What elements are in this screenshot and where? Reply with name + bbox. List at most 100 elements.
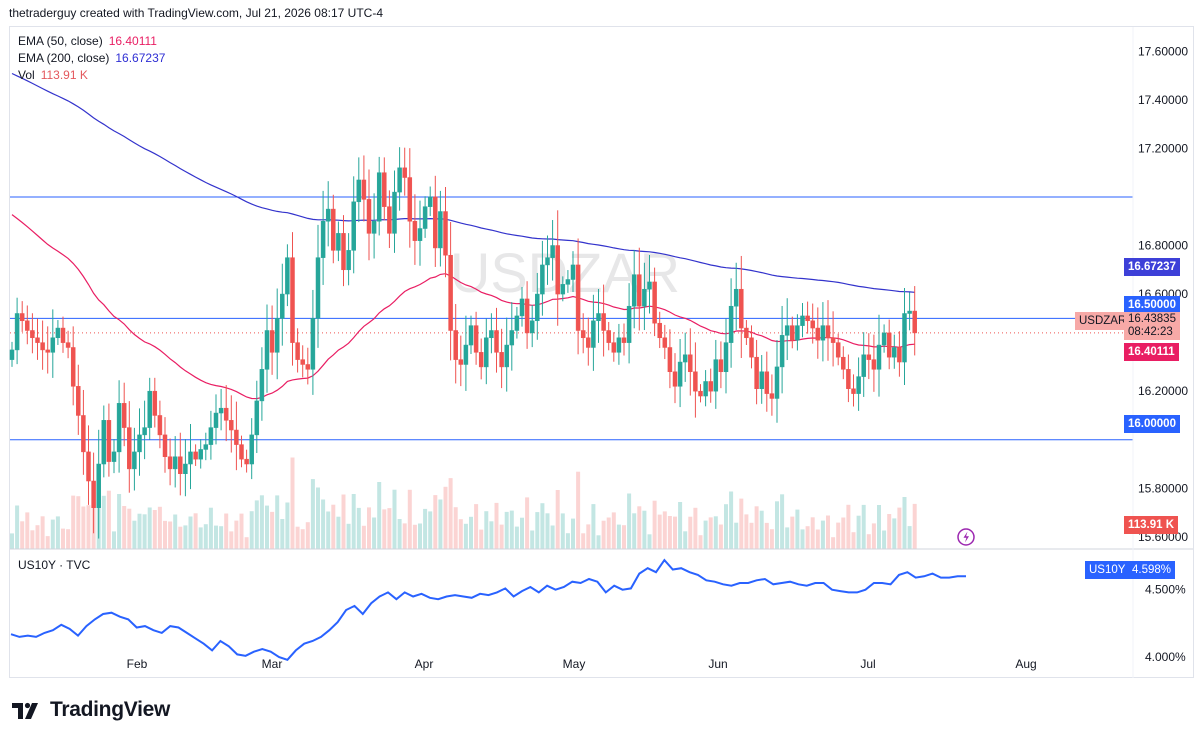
candle[interactable]: [310, 289, 316, 395]
candle[interactable]: [433, 175, 438, 267]
candle[interactable]: [392, 170, 397, 253]
candle[interactable]: [708, 368, 713, 403]
candle[interactable]: [387, 190, 392, 249]
candle[interactable]: [601, 284, 606, 357]
tradingview-logo[interactable]: TradingView: [12, 698, 170, 722]
candle[interactable]: [65, 330, 71, 359]
candle[interactable]: [830, 311, 836, 367]
candle[interactable]: [790, 316, 795, 349]
candle[interactable]: [382, 157, 387, 221]
candle[interactable]: [137, 408, 142, 476]
candle[interactable]: [417, 200, 423, 266]
candle[interactable]: [733, 262, 739, 331]
candle[interactable]: [244, 449, 249, 473]
candle[interactable]: [315, 224, 321, 348]
candle[interactable]: [438, 190, 443, 267]
legend-ema50[interactable]: EMA (50, close) 16.40111: [18, 34, 157, 48]
candle[interactable]: [35, 318, 40, 360]
candle[interactable]: [774, 339, 780, 423]
candle[interactable]: [234, 401, 239, 471]
candle[interactable]: [514, 306, 520, 339]
candle[interactable]: [800, 303, 805, 338]
candle[interactable]: [876, 314, 882, 397]
candle[interactable]: [157, 400, 163, 449]
candle[interactable]: [203, 432, 209, 461]
candle[interactable]: [397, 147, 402, 211]
candle[interactable]: [866, 333, 872, 380]
candlesticks[interactable]: [9, 147, 917, 539]
candle[interactable]: [779, 305, 785, 394]
candle[interactable]: [19, 301, 25, 332]
candle[interactable]: [846, 354, 851, 403]
candle[interactable]: [172, 436, 178, 488]
horizontal-lines[interactable]: [10, 196, 1133, 441]
candle[interactable]: [795, 314, 800, 351]
candle[interactable]: [825, 300, 831, 361]
candle[interactable]: [178, 432, 183, 496]
candle[interactable]: [463, 315, 469, 391]
candle[interactable]: [489, 313, 494, 354]
candle[interactable]: [300, 345, 305, 378]
candle[interactable]: [698, 384, 703, 403]
candle[interactable]: [672, 353, 678, 404]
candle[interactable]: [121, 382, 127, 447]
us10y-line[interactable]: [10, 558, 966, 661]
candle[interactable]: [555, 210, 560, 326]
candle[interactable]: [86, 425, 91, 505]
candle[interactable]: [341, 215, 346, 287]
candle[interactable]: [320, 190, 326, 285]
legend-ema200[interactable]: EMA (200, close) 16.67237: [18, 51, 165, 65]
candle[interactable]: [519, 287, 525, 327]
candle[interactable]: [611, 332, 617, 362]
candle[interactable]: [754, 339, 759, 405]
candle[interactable]: [912, 286, 917, 356]
candle[interactable]: [183, 439, 188, 497]
candle[interactable]: [101, 405, 107, 478]
candle[interactable]: [264, 304, 270, 393]
candle[interactable]: [331, 194, 336, 264]
candle[interactable]: [524, 281, 530, 349]
candle[interactable]: [376, 156, 382, 236]
candle[interactable]: [30, 313, 35, 354]
candle[interactable]: [606, 321, 611, 351]
candle[interactable]: [820, 302, 826, 362]
candle[interactable]: [810, 303, 815, 344]
candle[interactable]: [560, 276, 566, 302]
candle[interactable]: [769, 374, 775, 416]
candle[interactable]: [529, 304, 535, 348]
candle[interactable]: [285, 244, 290, 307]
candle[interactable]: [713, 339, 719, 409]
candle[interactable]: [591, 294, 596, 371]
candle[interactable]: [50, 309, 56, 378]
candle[interactable]: [723, 318, 729, 394]
candle[interactable]: [642, 262, 647, 331]
candle[interactable]: [325, 181, 331, 247]
legend-us10y[interactable]: US10Y · TVC: [18, 558, 90, 572]
candle[interactable]: [596, 288, 601, 343]
candle[interactable]: [728, 278, 734, 368]
candle[interactable]: [91, 452, 96, 534]
candle[interactable]: [545, 235, 550, 285]
candle[interactable]: [815, 307, 821, 359]
candle[interactable]: [749, 325, 754, 369]
candle[interactable]: [162, 417, 168, 473]
candle[interactable]: [841, 346, 846, 380]
candle[interactable]: [259, 347, 265, 421]
candle[interactable]: [366, 169, 372, 261]
candle[interactable]: [616, 323, 622, 365]
candle[interactable]: [443, 186, 448, 278]
candle[interactable]: [422, 196, 428, 238]
candle[interactable]: [167, 438, 173, 486]
candle[interactable]: [835, 333, 841, 366]
candle[interactable]: [652, 267, 657, 337]
candle[interactable]: [631, 250, 637, 329]
candle[interactable]: [239, 435, 244, 468]
candle[interactable]: [188, 423, 193, 490]
candle[interactable]: [580, 313, 586, 354]
candle[interactable]: [739, 255, 744, 358]
candle[interactable]: [45, 326, 50, 374]
candle[interactable]: [208, 410, 214, 460]
candle[interactable]: [453, 304, 458, 384]
candle[interactable]: [402, 147, 407, 196]
